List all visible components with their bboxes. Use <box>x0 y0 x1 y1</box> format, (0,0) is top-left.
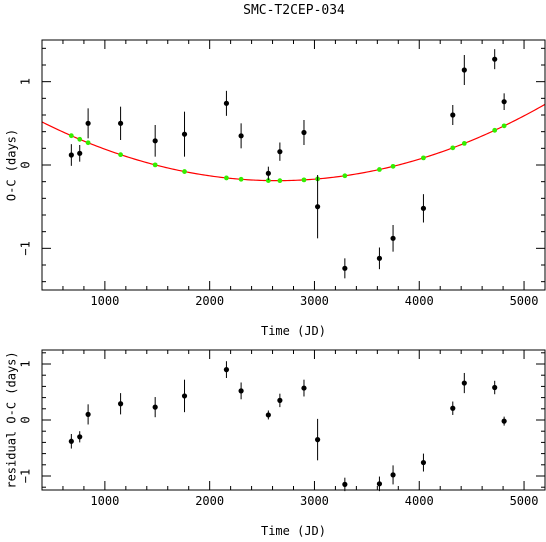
observed-point <box>376 255 383 261</box>
residual-point <box>181 393 188 399</box>
residual-plot-frame <box>41 349 546 491</box>
oc-x-axis-label: Time (JD) <box>261 324 326 338</box>
residual-y-tick-label: 1 <box>19 360 33 367</box>
residual-y-tick-label: 0 <box>19 416 33 423</box>
oc-x-tick-label: 2000 <box>195 294 224 308</box>
observed-point <box>315 204 321 210</box>
oc-y-tick-label: 0 <box>19 161 33 168</box>
residual-point <box>501 418 507 424</box>
residual-point <box>277 397 283 403</box>
model-point <box>501 123 507 129</box>
residual-point <box>265 412 271 418</box>
oc-x-tick-label: 1000 <box>90 294 119 308</box>
model-point <box>450 145 456 151</box>
fit-curve-line <box>42 103 545 182</box>
model-point <box>152 162 158 168</box>
observed-point <box>277 149 283 155</box>
oc-plot-frame <box>41 39 546 291</box>
residual-x-axis-label: Time (JD) <box>261 524 326 538</box>
observed-point <box>152 138 158 144</box>
observed-point <box>301 129 307 136</box>
residual-x-tick-label: 1000 <box>90 494 119 508</box>
model-point <box>238 176 244 182</box>
residual-point <box>376 481 383 487</box>
residual-point <box>492 384 498 391</box>
model-point <box>77 136 83 142</box>
residual-x-tick-label: 5000 <box>510 494 539 508</box>
observed-point <box>77 150 83 156</box>
residual-x-tick-label: 3000 <box>300 494 329 508</box>
residual-point <box>461 380 467 386</box>
residual-panel: 1000 2000 3000 4000 5000 −1 0 1 Time (JD) resid… <box>5 349 546 538</box>
oc-y-tick-label: −1 <box>19 241 33 255</box>
observed-point <box>342 265 348 271</box>
observed-points <box>68 49 507 279</box>
residual-axes: 1000 2000 3000 4000 5000 −1 0 1 <box>19 349 546 508</box>
residual-point <box>238 388 244 394</box>
model-point <box>118 152 123 158</box>
observed-point <box>420 205 427 211</box>
observed-point <box>501 99 507 105</box>
residual-point <box>85 411 91 417</box>
model-point <box>301 177 307 183</box>
model-point <box>421 155 426 161</box>
observed-point <box>461 67 467 73</box>
residual-point <box>450 405 456 411</box>
residual-y-axis-label: residual O-C (days) <box>5 351 19 488</box>
model-points <box>68 123 507 184</box>
oc-x-tick-label: 5000 <box>510 294 539 308</box>
observed-point <box>390 235 396 241</box>
fit-curve <box>42 103 545 182</box>
model-point <box>461 140 467 146</box>
model-point <box>68 133 74 139</box>
residual-point <box>315 437 321 443</box>
model-point <box>182 169 187 174</box>
model-point <box>85 140 91 146</box>
observed-point <box>492 56 498 62</box>
residual-point <box>77 434 83 440</box>
oc-x-tick-label: 3000 <box>300 294 329 308</box>
model-point <box>342 173 348 179</box>
oc-axes: 1000 2000 3000 4000 5000 −1 0 1 <box>19 39 546 308</box>
observed-point <box>238 133 244 139</box>
residual-point <box>152 404 158 410</box>
observed-point <box>450 112 456 118</box>
model-point <box>277 178 283 184</box>
residual-point <box>223 367 230 373</box>
observed-point <box>223 100 230 106</box>
chart-title: SMC-T2CEP-034 <box>243 3 345 18</box>
oc-y-tick-label: 1 <box>19 78 33 85</box>
model-point <box>265 178 271 183</box>
model-point <box>492 127 498 133</box>
model-point <box>377 167 382 172</box>
residual-point <box>117 401 124 407</box>
oc-y-axis-label: O-C (days) <box>5 129 19 201</box>
observed-point <box>85 120 91 126</box>
observed-point <box>181 131 188 137</box>
observed-point <box>117 120 124 126</box>
oc-panel: 1000 2000 3000 4000 5000 −1 0 1 Time (JD) O-C (… <box>5 39 546 338</box>
model-point <box>224 175 229 181</box>
residual-points <box>68 361 507 492</box>
residual-x-tick-label: 4000 <box>405 494 434 508</box>
residual-point <box>390 472 396 478</box>
model-point <box>390 163 396 169</box>
residual-x-tick-label: 2000 <box>195 494 224 508</box>
observed-point <box>68 152 74 158</box>
residual-point <box>301 385 307 391</box>
residual-point <box>420 459 427 466</box>
residual-point <box>342 481 348 487</box>
residual-point <box>68 438 74 444</box>
oc-x-tick-label: 4000 <box>405 294 434 308</box>
residual-y-tick-label: −1 <box>19 469 33 483</box>
observed-point <box>265 170 271 176</box>
